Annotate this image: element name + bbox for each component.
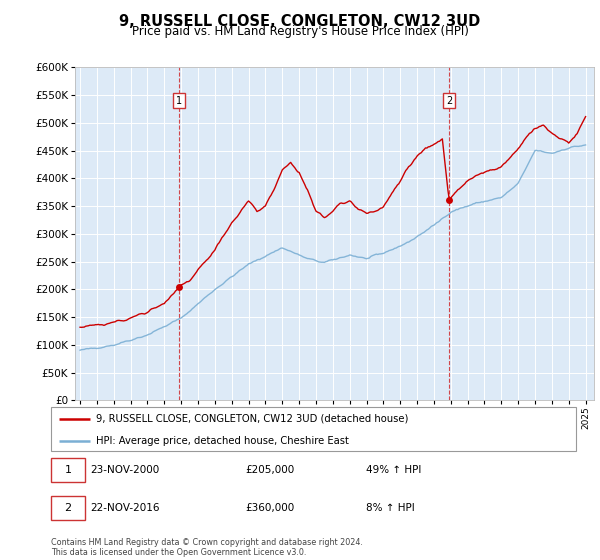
Text: £360,000: £360,000	[245, 503, 295, 513]
Text: 1: 1	[65, 465, 71, 475]
Text: 1: 1	[176, 96, 182, 105]
Text: HPI: Average price, detached house, Cheshire East: HPI: Average price, detached house, Ches…	[95, 436, 349, 446]
Text: 23-NOV-2000: 23-NOV-2000	[91, 465, 160, 475]
Text: 22-NOV-2016: 22-NOV-2016	[91, 503, 160, 513]
Text: 2: 2	[65, 503, 71, 513]
FancyBboxPatch shape	[51, 496, 85, 520]
Text: Price paid vs. HM Land Registry's House Price Index (HPI): Price paid vs. HM Land Registry's House …	[131, 25, 469, 38]
FancyBboxPatch shape	[51, 407, 576, 451]
Text: £205,000: £205,000	[245, 465, 295, 475]
Text: 8% ↑ HPI: 8% ↑ HPI	[366, 503, 415, 513]
FancyBboxPatch shape	[51, 459, 85, 482]
Text: 9, RUSSELL CLOSE, CONGLETON, CW12 3UD (detached house): 9, RUSSELL CLOSE, CONGLETON, CW12 3UD (d…	[95, 414, 408, 424]
Text: 2: 2	[446, 96, 452, 105]
Text: Contains HM Land Registry data © Crown copyright and database right 2024.
This d: Contains HM Land Registry data © Crown c…	[51, 538, 363, 557]
Text: 9, RUSSELL CLOSE, CONGLETON, CW12 3UD: 9, RUSSELL CLOSE, CONGLETON, CW12 3UD	[119, 14, 481, 29]
Text: 49% ↑ HPI: 49% ↑ HPI	[366, 465, 421, 475]
